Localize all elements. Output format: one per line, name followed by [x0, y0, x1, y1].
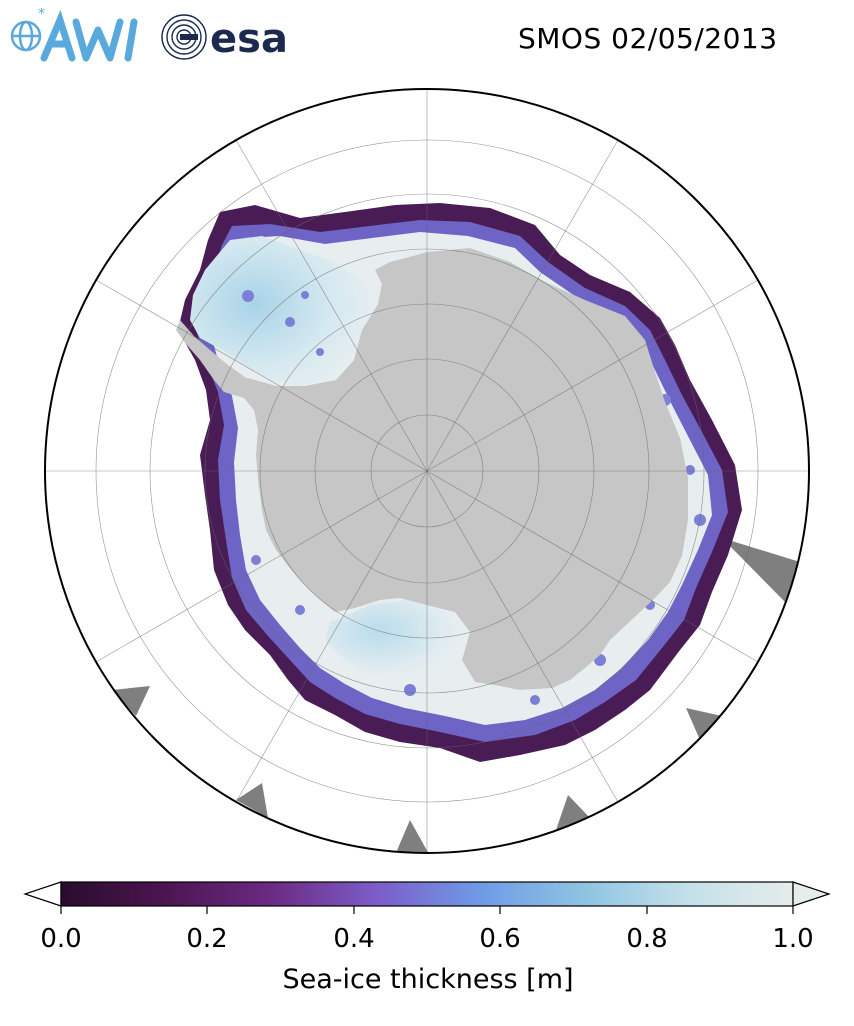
colorbar-tick-marks [60, 906, 794, 914]
colorbar-gradient [60, 881, 794, 907]
colorbar-tick-label: 0.2 [186, 924, 228, 954]
antarctica-landmass [214, 248, 688, 690]
colorbar-label: Sea-ice thickness [m] [282, 964, 574, 995]
colorbar-tick-label: 1.0 [772, 924, 814, 954]
map-title: SMOS 02/05/2013 [518, 22, 778, 55]
colorbar [23, 881, 831, 914]
weddell-sea-ice [190, 236, 375, 386]
colorbar-tick-label: 0.4 [333, 924, 375, 954]
colorbar-extend-min [23, 881, 62, 907]
ross-sea-ice [325, 600, 462, 678]
colorbar-extend-max [792, 881, 831, 907]
colorbar-tick-label: 0.0 [40, 924, 82, 954]
antarctic-peninsula [176, 320, 246, 392]
awi-logo: * [10, 8, 138, 62]
graticule [45, 89, 809, 853]
svg-text:*: * [38, 8, 45, 22]
map-border [44, 88, 810, 854]
svg-text:esa: esa [210, 16, 288, 62]
esa-logo: esa [161, 14, 288, 62]
colorbar-tick-label: 0.8 [626, 924, 668, 954]
colorbar-tick-label: 0.6 [479, 924, 521, 954]
ice-patches [242, 290, 706, 705]
sea-ice-map [44, 88, 810, 854]
